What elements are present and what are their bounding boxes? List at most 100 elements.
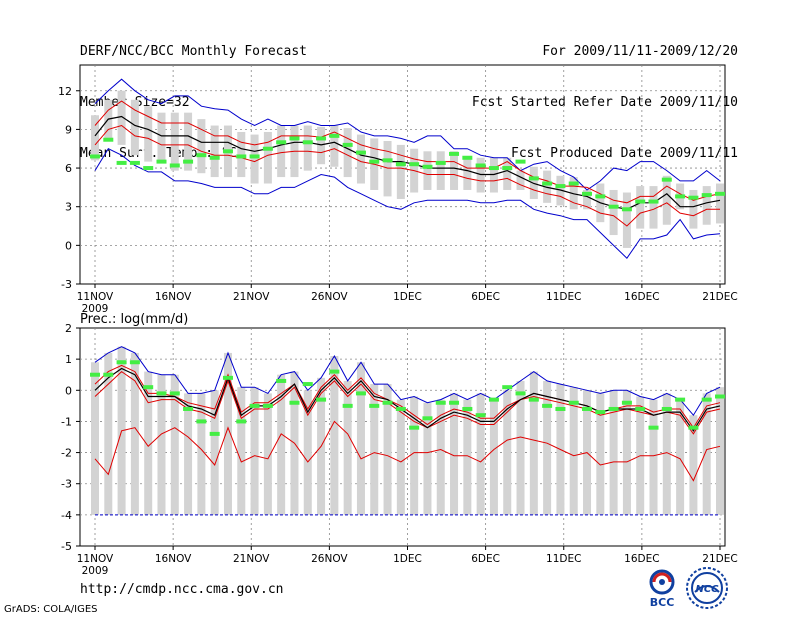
ensemble-box	[529, 371, 538, 515]
observed-marker	[555, 184, 566, 189]
observed-marker	[542, 181, 553, 186]
ensemble-box	[410, 396, 419, 515]
ensemble-box	[516, 380, 525, 515]
observed-marker	[528, 397, 539, 402]
observed-marker	[715, 191, 725, 196]
ensemble-box	[210, 390, 219, 515]
observed-marker	[395, 162, 406, 167]
ensemble-box	[609, 189, 618, 236]
observed-marker	[449, 151, 460, 156]
start-refer-date: Fcst Started Refer Date 2009/11/10	[471, 95, 738, 110]
observed-marker	[502, 385, 513, 390]
observed-marker	[648, 425, 659, 430]
x-tick-label: 21DEC	[702, 291, 737, 303]
ensemble-box	[596, 393, 605, 515]
observed-marker	[661, 177, 672, 182]
ensemble-box	[197, 393, 206, 515]
observed-marker	[369, 403, 380, 408]
ensemble-box	[702, 393, 711, 515]
ensemble-box	[223, 352, 232, 515]
ensemble-box	[689, 189, 698, 229]
observed-marker	[661, 406, 672, 411]
observed-marker	[515, 391, 526, 396]
ensemble-box	[170, 112, 179, 171]
observed-marker	[502, 166, 513, 171]
panel-title: Prec.: log(mm/d)	[80, 312, 188, 327]
observed-marker	[435, 400, 446, 405]
observed-marker	[488, 397, 499, 402]
observed-marker	[355, 150, 366, 155]
y-tick-label: 6	[65, 162, 72, 175]
observed-marker	[116, 160, 127, 165]
observed-marker	[648, 199, 659, 204]
observed-marker	[422, 164, 433, 169]
ensemble-box	[117, 90, 126, 145]
ensemble-box	[330, 356, 339, 515]
observed-marker	[342, 142, 353, 147]
x-tick-label: 16NOV	[155, 291, 192, 303]
observed-marker	[369, 159, 380, 164]
observed-marker	[276, 140, 287, 145]
ensemble-box	[277, 125, 286, 178]
observed-marker	[688, 425, 699, 430]
observed-marker	[621, 400, 632, 405]
observed-marker	[289, 136, 300, 141]
observed-marker	[409, 162, 420, 167]
ensemble-box	[91, 115, 99, 161]
observed-marker	[488, 166, 499, 171]
observed-marker	[422, 416, 433, 421]
ensemble-box	[157, 112, 166, 162]
x-tick-label: 16DEC	[624, 553, 659, 565]
observed-marker	[595, 194, 606, 199]
ensemble-box	[463, 399, 472, 515]
plot-frame	[79, 327, 726, 547]
observed-marker	[103, 137, 114, 142]
ensemble-box	[170, 374, 179, 515]
y-tick-label: -2	[61, 447, 72, 460]
observed-marker	[249, 154, 260, 159]
observed-marker	[262, 403, 273, 408]
x-tick-label: 21NOV	[233, 553, 270, 565]
observed-marker	[329, 133, 340, 138]
series-max-line	[94, 346, 721, 417]
observed-marker	[568, 181, 579, 186]
observed-marker	[568, 400, 579, 405]
ensemble-box	[716, 387, 724, 515]
x-tick-label: 1DEC	[393, 291, 422, 303]
grads-credit: GrADS: COLA/IGES	[4, 604, 98, 615]
ensemble-box	[130, 352, 139, 515]
observed-marker	[116, 360, 127, 365]
observed-marker	[475, 163, 486, 168]
observed-marker	[435, 160, 446, 165]
observed-marker	[169, 391, 180, 396]
observed-marker	[688, 195, 699, 200]
ensemble-box	[330, 125, 339, 167]
x-tick-label: 11NOV	[77, 553, 114, 565]
observed-marker	[209, 155, 220, 160]
observed-marker	[382, 400, 393, 405]
observed-marker	[608, 204, 619, 209]
x-tick-label: 6DEC	[471, 553, 500, 565]
observed-marker	[542, 403, 553, 408]
x-tick-label: 26NOV	[311, 553, 348, 565]
observed-marker	[675, 194, 686, 199]
x-tick-label: 11NOV	[77, 291, 114, 303]
produced-date: Fcst Produced Date 2009/11/11	[511, 146, 738, 161]
ensemble-box	[250, 134, 259, 184]
observed-marker	[608, 406, 619, 411]
x-tick-label: 26NOV	[311, 291, 348, 303]
ensemble-box	[130, 99, 139, 156]
ensemble-box	[662, 175, 671, 225]
ensemble-box	[436, 151, 445, 190]
ensemble-box	[503, 390, 512, 515]
observed-marker	[701, 397, 712, 402]
ensemble-box	[197, 119, 206, 174]
ensemble-box	[503, 157, 512, 190]
ensemble-box	[210, 125, 219, 178]
observed-marker	[236, 419, 247, 424]
observed-marker	[143, 166, 154, 171]
ncc-logo: NCC	[686, 567, 728, 609]
observed-marker	[675, 397, 686, 402]
source-url[interactable]: http://cmdp.ncc.cma.gov.cn	[80, 582, 284, 597]
x-tick-label: 6DEC	[471, 291, 500, 303]
